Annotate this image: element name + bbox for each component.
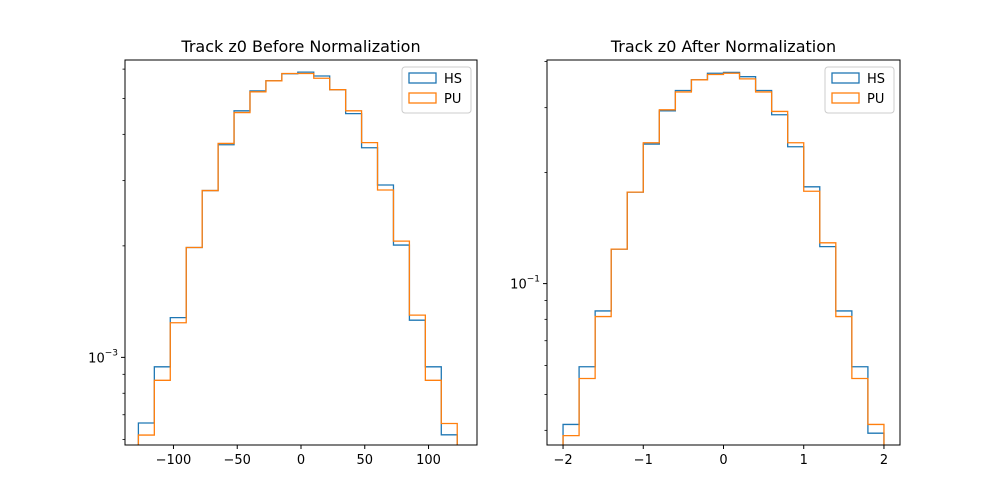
y-axis: 10−3: [88, 68, 125, 440]
legend-label-hs: HS: [867, 72, 885, 87]
legend-label-pu: PU: [867, 92, 884, 107]
legend-label-hs: HS: [444, 72, 462, 87]
x-tick-label: −2: [553, 453, 572, 468]
chart-title: Track z0 Before Normalization: [180, 37, 420, 56]
x-tick-label: 1: [800, 453, 808, 468]
x-tick-label: 2: [880, 453, 888, 468]
legend-swatch-pu: [408, 92, 437, 104]
legend-swatch-hs: [408, 72, 437, 84]
legend: HS PU: [401, 66, 472, 114]
legend: HS PU: [824, 66, 895, 114]
series-layer: [562, 71, 885, 445]
series-layer: [137, 71, 458, 445]
histogram-series-pu: [562, 72, 885, 445]
chart-title: Track z0 After Normalization: [610, 37, 836, 56]
x-tick-label: 0: [297, 453, 305, 468]
histogram-series-pu: [137, 72, 458, 445]
y-tick-label: 10−1: [510, 275, 540, 293]
x-tick-label: −50: [224, 453, 251, 468]
subplot-before-normalization: Track z0 Before Normalization −100 −50 0 50…: [88, 37, 478, 468]
legend-swatch-hs: [831, 72, 860, 84]
x-tick-label: −1: [634, 453, 653, 468]
y-axis: 10−1: [510, 61, 547, 431]
x-tick-label: 50: [356, 453, 373, 468]
y-tick-label: 10−3: [88, 348, 118, 366]
legend-box: [824, 66, 895, 114]
legend-label-pu: PU: [444, 92, 461, 107]
x-axis: −2 −1 0 1 2: [553, 445, 888, 468]
legend-swatch-pu: [831, 92, 860, 104]
x-tick-label: −100: [156, 453, 192, 468]
x-tick-label: 100: [416, 453, 441, 468]
x-tick-label: 0: [719, 453, 727, 468]
subplot-after-normalization: Track z0 After Normalization −2 −1 0 1 2 10−…: [510, 37, 901, 468]
x-axis: −100 −50 0 50 100: [156, 445, 441, 468]
legend-box: [401, 66, 472, 114]
